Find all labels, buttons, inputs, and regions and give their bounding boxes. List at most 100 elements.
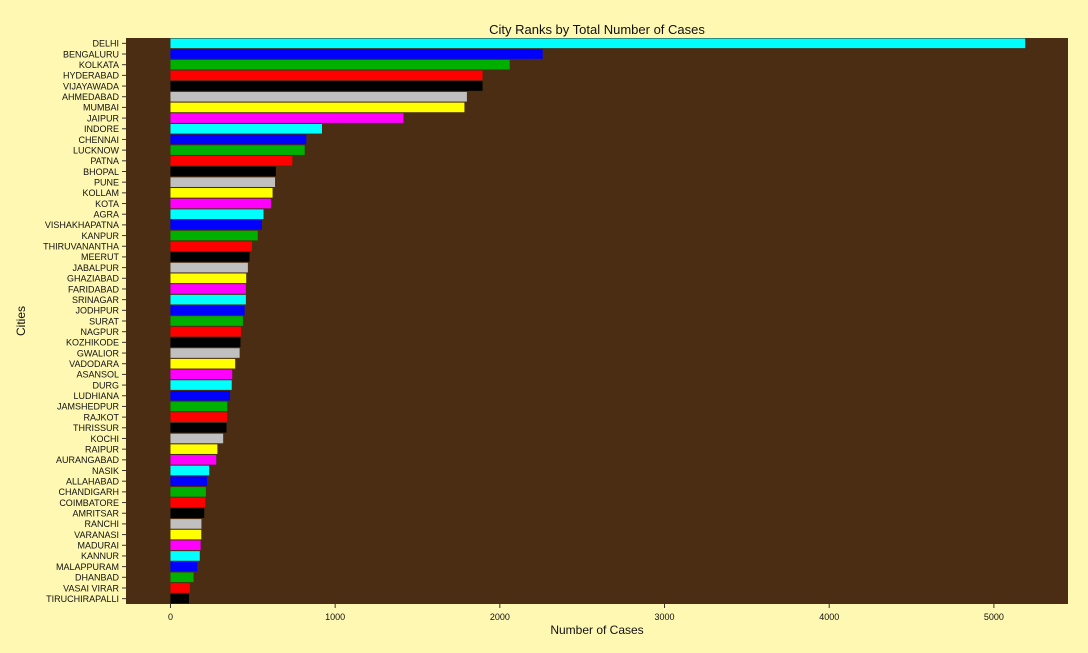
y-tick-label: ALLAHABAD — [66, 476, 120, 486]
bar-delhi — [170, 38, 1026, 49]
bar-mumbai — [170, 102, 465, 113]
y-tick-label: CHENNAI — [78, 135, 119, 145]
y-tick-label: JABALPUR — [72, 263, 119, 273]
bar-rajkot — [170, 412, 228, 422]
bar-asansol — [170, 369, 233, 380]
y-tick-label: AURANGABAD — [56, 455, 120, 465]
y-tick-label: RANCHI — [84, 519, 119, 529]
bar-kochi — [170, 433, 224, 444]
y-tick-label: LUCKNOW — [73, 145, 120, 155]
y-tick-label: KOCHI — [90, 434, 119, 444]
bar-faridabad — [170, 284, 246, 294]
y-tick-label: VASAI VIRAR — [63, 583, 119, 593]
y-tick-label: THRISSUR — [73, 423, 120, 433]
bar-ludhiana — [170, 390, 231, 401]
y-tick-label: MADURAI — [77, 541, 119, 551]
x-tick-label: 4000 — [819, 612, 839, 622]
bar-tiruchirapalli — [170, 593, 189, 604]
x-tick-label: 2000 — [490, 612, 510, 622]
y-tick-label: RAJKOT — [83, 412, 119, 422]
bar-chandigarh — [170, 487, 206, 497]
y-tick-label: CHANDIGARH — [58, 487, 119, 497]
x-tick-label: 3000 — [655, 612, 675, 622]
bar-vijayawada — [170, 81, 483, 91]
bar-pune — [170, 177, 276, 187]
bar-malappuram — [170, 561, 198, 572]
bar-ghaziabad — [170, 273, 247, 284]
y-tick-label: NASIK — [92, 466, 119, 476]
y-tick-label: FARIDABAD — [68, 284, 120, 294]
y-tick-label: GHAZIABAD — [67, 274, 120, 284]
y-tick-label: VARANASI — [74, 530, 119, 540]
bar-kollam — [170, 188, 273, 198]
y-tick-label: KOLLAM — [82, 188, 119, 198]
y-tick-label: PUNE — [94, 177, 119, 187]
bar-kolkata — [170, 59, 510, 70]
y-tick-label: MEERUT — [81, 252, 120, 262]
bar-jabalpur — [170, 262, 248, 273]
bar-chennai — [170, 134, 307, 145]
y-tick-label: VADODARA — [69, 359, 119, 369]
bar-kanpur — [170, 230, 258, 241]
bar-raipur — [170, 444, 218, 454]
bar-vasai-virar — [170, 583, 190, 593]
bar-vishakhapatna — [170, 220, 262, 230]
y-tick-label: JODHPUR — [75, 306, 119, 316]
y-tick-label: THIRUVANANTHA — [43, 242, 119, 252]
y-tick-label: HYDERABAD — [63, 71, 120, 81]
bar-jodhpur — [170, 305, 245, 316]
bar-thiruvanantha — [170, 241, 252, 252]
y-tick-label: DURG — [93, 380, 120, 390]
bar-dhanbad — [170, 572, 194, 583]
y-tick-label: VIJAYAWADA — [63, 81, 119, 91]
bar-amritsar — [170, 508, 205, 519]
y-tick-label: JAMSHEDPUR — [57, 402, 120, 412]
bar-kannur — [170, 551, 200, 561]
x-tick-label: 1000 — [325, 612, 345, 622]
bar-indore — [170, 123, 322, 134]
y-axis: DELHIBENGALURUKOLKATAHYDERABADVIJAYAWADA… — [43, 39, 126, 604]
y-tick-label: NAGPUR — [80, 327, 119, 337]
bar-kota — [170, 198, 271, 209]
bar-vadodara — [170, 358, 236, 369]
y-tick-label: AMRITSAR — [72, 509, 119, 519]
x-tick-label: 5000 — [984, 612, 1004, 622]
bar-kozhikode — [170, 337, 241, 348]
y-tick-label: RAIPUR — [85, 444, 120, 454]
bar-bhopal — [170, 166, 276, 177]
y-tick-label: AGRA — [93, 210, 119, 220]
x-axis: 0 1000 2000 3000 4000 5000 — [168, 604, 1004, 622]
bar-bengaluru — [170, 49, 543, 59]
y-tick-label: DELHI — [92, 39, 119, 49]
y-tick-label: SURAT — [89, 316, 119, 326]
y-tick-label: JAIPUR — [87, 113, 120, 123]
y-tick-label: KOLKATA — [79, 60, 119, 70]
bar-patna — [170, 156, 293, 166]
y-tick-label: KANNUR — [81, 551, 120, 561]
bar-gwalior — [170, 348, 240, 358]
y-tick-label: LUDHIANA — [73, 391, 119, 401]
bar-meerut — [170, 252, 250, 262]
bar-thrissur — [170, 422, 227, 433]
y-tick-label: MUMBAI — [83, 103, 119, 113]
bar-allahabad — [170, 476, 208, 486]
x-axis-title: Number of Cases — [550, 623, 643, 637]
bar-ahmedabad — [170, 91, 467, 102]
bar-varanasi — [170, 529, 202, 540]
y-tick-label: KOZHIKODE — [66, 338, 119, 348]
y-tick-label: BENGALURU — [63, 49, 119, 59]
bar-agra — [170, 209, 264, 220]
y-tick-label: SRINAGAR — [72, 295, 120, 305]
chart-title: City Ranks by Total Number of Cases — [489, 22, 705, 37]
bar-surat — [170, 316, 243, 326]
y-tick-label: PATNA — [90, 156, 119, 166]
bar-aurangabad — [170, 455, 217, 465]
bar-jaipur — [170, 113, 404, 123]
y-tick-label: VISHAKHAPATNA — [45, 220, 119, 230]
bar-lucknow — [170, 145, 305, 155]
bar-nagpur — [170, 326, 241, 337]
bar-hyderabad — [170, 70, 483, 81]
bar-ranchi — [170, 519, 202, 529]
